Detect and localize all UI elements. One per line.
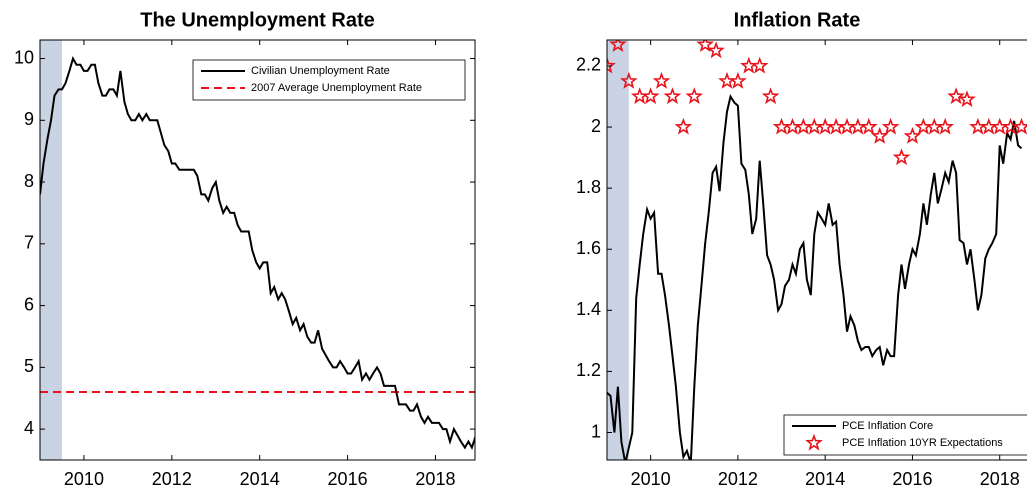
recession-shading — [607, 40, 629, 460]
star-marker — [903, 126, 922, 144]
legend-box — [783, 414, 1027, 456]
star-marker — [674, 117, 693, 135]
axes-frame — [606, 39, 1027, 461]
x-tick-label: 2014 — [240, 469, 280, 489]
y-tick-label: 7 — [24, 233, 34, 253]
y-tick-label: 1.8 — [576, 177, 601, 197]
plot-area — [40, 40, 475, 460]
star-marker — [761, 87, 780, 105]
star-marker — [707, 41, 725, 59]
legend-symbol — [805, 433, 823, 451]
plot-background — [40, 40, 475, 460]
data-line — [40, 55, 475, 451]
star-marker — [696, 40, 714, 53]
star-marker — [652, 71, 671, 89]
chart-title: Inflation Rate — [734, 9, 861, 31]
star-marker — [663, 87, 682, 105]
legend-label: 2007 Average Unemployment Rate — [251, 82, 422, 94]
star-marker — [685, 87, 704, 105]
x-tick-label: 2016 — [328, 469, 368, 489]
x-tick-label: 2018 — [980, 469, 1020, 489]
legend: Civilian Unemployment Rate 2007 Average U… — [192, 59, 466, 101]
legend-label: Civilian Unemployment Rate — [251, 65, 390, 77]
star-marker — [892, 148, 911, 166]
star-marker — [620, 71, 638, 89]
y-tick-label: 9 — [24, 109, 34, 129]
y-tick-label: 1.6 — [576, 238, 601, 258]
axes-frame — [39, 39, 476, 461]
star-marker — [936, 117, 954, 135]
y-tick-label: 4 — [24, 418, 34, 438]
y-tick-label: 6 — [24, 294, 34, 314]
legend-box — [192, 59, 466, 101]
star-marker — [641, 87, 660, 105]
y-tick-label: 8 — [24, 171, 34, 191]
y-tick-label: 2 — [591, 116, 601, 136]
legend-label: PCE Inflation Core — [842, 420, 933, 432]
star-marker — [947, 87, 965, 105]
star-marker — [958, 90, 976, 108]
legend-label: PCE Inflation 10YR Expectations — [842, 437, 1003, 449]
recession-shading — [40, 40, 62, 460]
star-marker — [881, 117, 900, 135]
y-tick-label: 2.2 — [576, 55, 601, 75]
star-marker — [860, 117, 878, 135]
y-tick-label: 1.4 — [576, 299, 601, 319]
data-line — [607, 93, 1023, 460]
legend: PCE Inflation Core PCE Inflation 10YR Exp… — [783, 414, 1027, 456]
star-marker — [870, 126, 889, 144]
x-tick-label: 2018 — [415, 469, 455, 489]
star-marker — [729, 71, 747, 89]
x-tick-label: 2012 — [152, 469, 192, 489]
y-tick-label: 5 — [24, 356, 34, 376]
y-tick-label: 1.2 — [576, 360, 601, 380]
y-tick-label: 10 — [14, 47, 34, 67]
x-tick-label: 2010 — [631, 469, 671, 489]
y-tick-label: 1 — [591, 421, 601, 441]
x-tick-label: 2016 — [892, 469, 932, 489]
x-tick-label: 2010 — [64, 469, 104, 489]
star-marker — [607, 56, 616, 74]
x-tick-label: 2014 — [805, 469, 845, 489]
star-marker — [609, 40, 627, 53]
plot-area — [607, 40, 1027, 460]
star-marker — [750, 56, 769, 74]
x-tick-label: 2012 — [718, 469, 758, 489]
chart-title: The Unemployment Rate — [140, 9, 374, 31]
